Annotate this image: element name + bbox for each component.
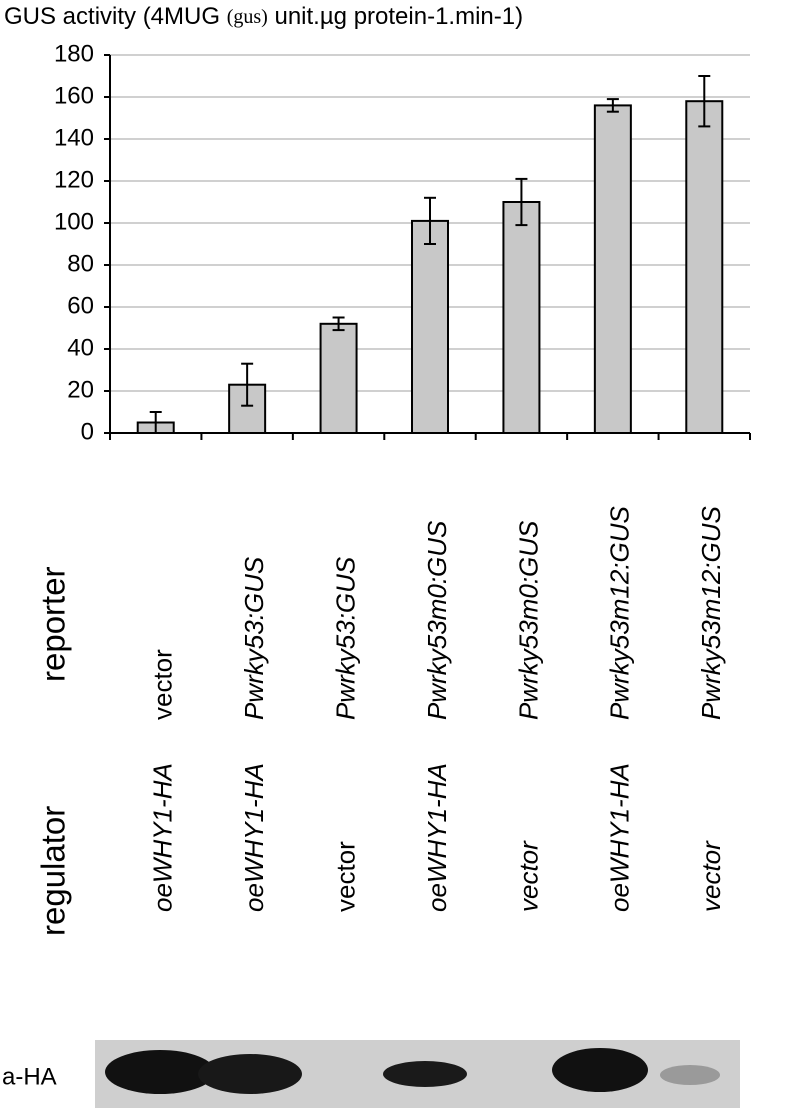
error-bar: [149, 411, 162, 434]
blot: [95, 1040, 740, 1108]
regulator-label: vector: [513, 840, 543, 912]
y-tick-label: 80: [67, 250, 94, 277]
bar: [502, 201, 541, 434]
error-bar: [606, 98, 619, 113]
y-tick-label: 20: [67, 376, 94, 403]
error-bar: [424, 196, 436, 245]
x-tick-label: Pwrky53:GUS: [239, 556, 269, 720]
bar: [319, 322, 358, 434]
title-part: unit.µg protein-1.min-1): [274, 3, 523, 30]
y-tick-label: 100: [54, 208, 94, 235]
title-part: (gus): [227, 6, 268, 28]
regulator-label: vector: [696, 840, 726, 912]
y-tick-label: 0: [81, 418, 94, 445]
x-tick-label: Pwrky53m0:GUS: [513, 520, 543, 720]
y-tick-label: 140: [54, 124, 94, 151]
y-tick-label: 60: [67, 292, 94, 319]
blot-band: [105, 1050, 215, 1094]
error-bar: [241, 362, 254, 407]
blot-band: [660, 1065, 720, 1085]
y-tick-label: 120: [54, 166, 94, 193]
y-tick-label: 180: [54, 40, 94, 67]
regulator-label: oeWHY1-HA: [605, 763, 635, 912]
blot-band: [383, 1061, 467, 1087]
regulator-label: oeWHY1-HA: [422, 763, 452, 912]
bar: [685, 100, 724, 434]
blot-band: [198, 1054, 302, 1094]
error-bar: [698, 75, 711, 128]
regulator-label: vector: [330, 841, 360, 912]
regulator-label: oeWHY1-HA: [148, 763, 178, 912]
error-bar: [332, 316, 345, 332]
chart-title: GUS activity (4MUG (gus) unit.µg protein…: [4, 3, 523, 30]
reporter-label: reporter: [35, 566, 72, 682]
y-tick-label: 160: [54, 82, 94, 109]
y-tick-label: 40: [67, 334, 94, 361]
error-bar: [515, 177, 528, 227]
x-tick-label: Pwrky53:GUS: [330, 556, 360, 720]
regulator-label: oeWHY1-HA: [239, 763, 269, 912]
x-tick-label: Pwrky53m0:GUS: [422, 520, 452, 720]
x-tick-label: Pwrky53m12:GUS: [605, 506, 635, 720]
bar: [411, 219, 449, 434]
bar: [593, 104, 632, 435]
title-part: GUS activity (4MUG: [4, 3, 220, 30]
x-tick-label: vector: [148, 649, 178, 720]
blot-band: [552, 1048, 648, 1092]
regulator-label: regulator: [35, 806, 72, 936]
x-tick-label: Pwrky53m12:GUS: [696, 506, 726, 720]
blot-label: a-HA: [2, 1063, 57, 1090]
